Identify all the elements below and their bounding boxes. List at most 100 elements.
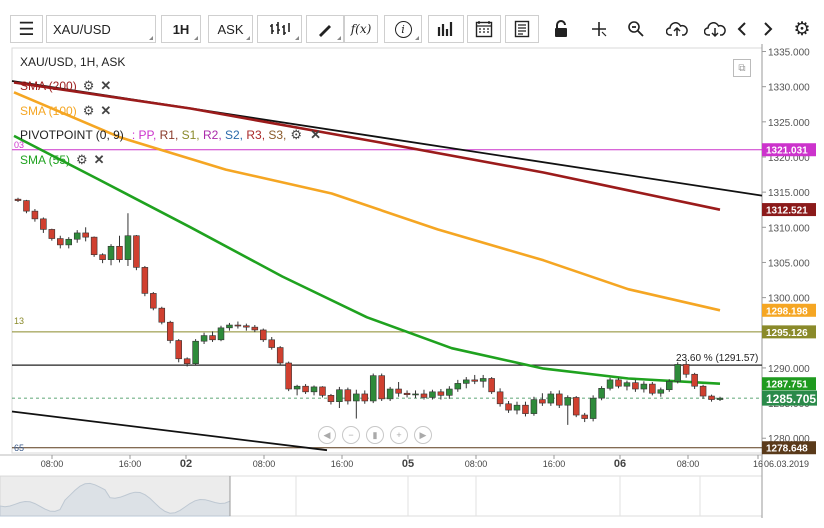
candle-body bbox=[344, 389, 352, 402]
candle bbox=[14, 197, 22, 202]
candle-body bbox=[336, 389, 343, 402]
info-button[interactable]: i bbox=[384, 15, 422, 43]
candle-body bbox=[40, 218, 47, 230]
timeframe-selector[interactable]: 1H bbox=[161, 15, 201, 43]
scroll-left-icon[interactable]: ◀ bbox=[318, 426, 336, 444]
download-button[interactable] bbox=[698, 15, 732, 43]
candle bbox=[471, 374, 478, 385]
candle bbox=[581, 412, 588, 423]
candle bbox=[251, 325, 259, 333]
candle-body bbox=[166, 321, 174, 341]
candle-body bbox=[522, 404, 529, 414]
candle-body bbox=[82, 232, 89, 238]
close-icon[interactable]: ✕ bbox=[100, 78, 112, 93]
candle bbox=[327, 393, 335, 405]
candle bbox=[276, 346, 284, 366]
prev-icon bbox=[737, 22, 746, 36]
candle bbox=[158, 306, 166, 325]
candle bbox=[564, 395, 572, 425]
candle bbox=[572, 396, 580, 418]
settings-button[interactable]: ⚙ bbox=[790, 15, 814, 43]
close-icon[interactable]: ✕ bbox=[100, 103, 112, 118]
candle-body bbox=[386, 388, 394, 400]
candle-body bbox=[73, 232, 81, 240]
price-badge-label: 1312.521 bbox=[766, 206, 808, 217]
candle bbox=[268, 336, 275, 350]
candle-body bbox=[395, 388, 402, 394]
candle bbox=[166, 320, 174, 344]
bar-type-button[interactable] bbox=[257, 15, 302, 43]
timeframe-label: 1H bbox=[172, 21, 190, 37]
candle-body bbox=[564, 397, 572, 406]
volume-bars-button[interactable] bbox=[428, 15, 464, 43]
candle-body bbox=[632, 382, 639, 390]
sma100-label: SMA (100) bbox=[20, 104, 77, 118]
close-icon[interactable]: ✕ bbox=[310, 127, 321, 142]
candle-body bbox=[260, 329, 267, 341]
close-icon[interactable]: ✕ bbox=[93, 152, 105, 167]
legend-sma200: SMA (200) ⚙ ✕ bbox=[20, 78, 111, 94]
zoom-out-icon[interactable]: − bbox=[342, 426, 360, 444]
pivot-label: PIVOTPOINT (0, 9) bbox=[20, 128, 124, 142]
gear-icon[interactable]: ⚙ bbox=[290, 127, 303, 142]
price-type-selector[interactable]: ASK bbox=[208, 15, 253, 43]
candle-body bbox=[150, 293, 157, 309]
candle bbox=[420, 389, 428, 400]
candle-body bbox=[716, 397, 724, 400]
candle-body bbox=[640, 383, 648, 390]
expand-icon[interactable]: ⧉ bbox=[733, 59, 751, 77]
candle-body bbox=[99, 254, 106, 260]
bar-type-icon bbox=[269, 22, 290, 35]
candle-body bbox=[217, 327, 225, 341]
candle bbox=[623, 380, 631, 391]
candle-body bbox=[403, 392, 411, 395]
gear-icon[interactable]: ⚙ bbox=[82, 78, 95, 93]
zoom-button[interactable] bbox=[620, 15, 652, 43]
candle bbox=[649, 381, 656, 396]
candle bbox=[107, 244, 115, 266]
gear-icon[interactable]: ⚙ bbox=[82, 103, 95, 118]
candle bbox=[699, 384, 707, 399]
candle bbox=[82, 227, 89, 242]
zoom-icon bbox=[628, 21, 644, 37]
news-button[interactable] bbox=[505, 15, 539, 43]
candle bbox=[40, 217, 47, 233]
candle bbox=[217, 325, 225, 342]
reset-zoom-icon[interactable]: ▮ bbox=[366, 426, 384, 444]
candle bbox=[260, 328, 267, 342]
time-axis: 08:00 16:00 02 08:00 16:00 05 08:00 16:00 06 08:0… bbox=[0, 454, 809, 470]
upload-button[interactable] bbox=[660, 15, 694, 43]
candle-body bbox=[488, 378, 495, 393]
candle-body bbox=[65, 238, 73, 246]
upload-icon bbox=[666, 22, 688, 36]
candle bbox=[665, 379, 673, 392]
price-badge bbox=[762, 303, 816, 317]
trendline bbox=[11, 410, 328, 452]
settings-icon: ⚙ bbox=[793, 18, 811, 40]
candle bbox=[479, 374, 487, 388]
candle-body bbox=[327, 395, 335, 402]
lock-button[interactable] bbox=[545, 15, 577, 43]
price-badge-label: 1287.751 bbox=[766, 380, 808, 391]
menu-button[interactable]: ☰ bbox=[10, 15, 43, 43]
y-tick-label: 1290.000 bbox=[768, 364, 810, 375]
candle bbox=[336, 386, 343, 408]
symbol-selector[interactable]: XAU/USD bbox=[46, 15, 156, 43]
fx-button[interactable]: f(x) bbox=[344, 15, 378, 43]
draw-button[interactable] bbox=[306, 15, 344, 43]
crosshair-icon bbox=[592, 22, 607, 37]
prev-button[interactable] bbox=[733, 15, 751, 43]
crosshair-button[interactable] bbox=[583, 15, 615, 43]
candle-body bbox=[319, 386, 326, 396]
gear-icon[interactable]: ⚙ bbox=[76, 152, 88, 167]
calendar-button[interactable] bbox=[467, 15, 501, 43]
next-button[interactable] bbox=[759, 15, 777, 43]
y-tick-label: 1305.000 bbox=[768, 258, 810, 269]
scroll-right-icon[interactable]: ▶ bbox=[414, 426, 432, 444]
x-tick-label: 06 bbox=[614, 458, 626, 470]
zoom-in-icon[interactable]: + bbox=[390, 426, 408, 444]
candle bbox=[429, 389, 436, 400]
candle bbox=[632, 379, 639, 392]
candle bbox=[530, 396, 538, 416]
